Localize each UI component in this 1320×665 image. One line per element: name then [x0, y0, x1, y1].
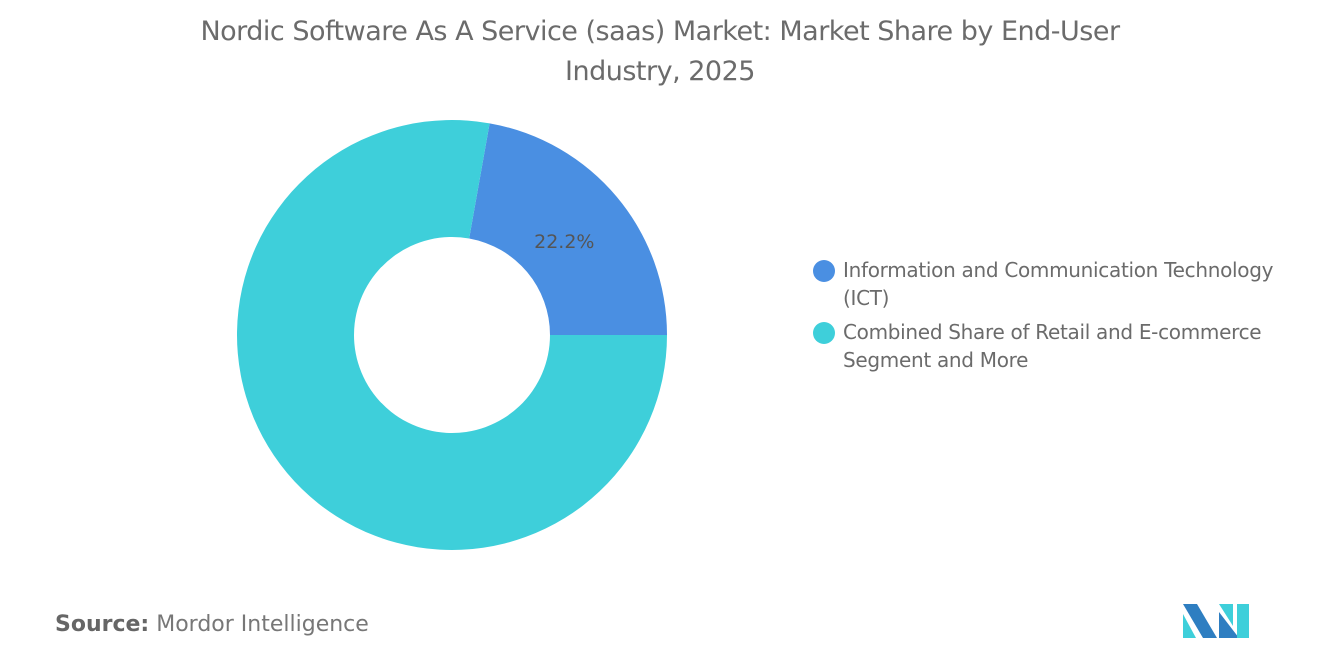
mordor-logo — [1183, 604, 1249, 638]
data-label-0: 22.2% — [534, 231, 594, 253]
source-note: Source: Mordor Intelligence — [55, 612, 369, 637]
chart-title: Nordic Software As A Service (saas) Mark… — [200, 16, 1120, 87]
slice-1 — [236, 119, 667, 551]
source-label: Source: — [55, 612, 150, 637]
source-value: Mordor Intelligence — [156, 612, 369, 637]
legend-swatch-ict — [813, 260, 835, 282]
legend: Information and Communication Technology… — [813, 256, 1313, 380]
legend-swatch-combined — [813, 322, 835, 344]
legend-label-ict: Information and Communication Technology… — [843, 258, 1274, 310]
slice-0 — [469, 123, 667, 335]
legend-item-ict: Information and Communication Technology… — [813, 256, 1313, 312]
legend-label-combined: Combined Share of Retail and E-commerce … — [843, 320, 1262, 372]
legend-item-combined: Combined Share of Retail and E-commerce … — [813, 318, 1313, 374]
